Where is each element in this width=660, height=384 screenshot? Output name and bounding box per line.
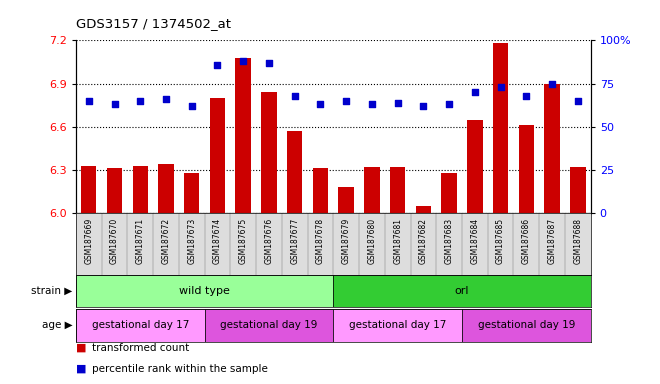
Text: strain ▶: strain ▶	[31, 286, 73, 296]
Text: GDS3157 / 1374502_at: GDS3157 / 1374502_at	[76, 17, 231, 30]
Point	[470, 89, 480, 95]
Bar	[339, 187, 354, 213]
Text: ■: ■	[76, 364, 86, 374]
Point	[290, 93, 300, 99]
Text: GSM187670: GSM187670	[110, 218, 119, 264]
Bar	[333, 275, 591, 307]
Point	[135, 98, 146, 104]
Bar	[313, 169, 328, 213]
Text: GSM187688: GSM187688	[574, 218, 582, 264]
Point	[264, 60, 275, 66]
Point	[547, 81, 558, 87]
Text: GSM187676: GSM187676	[265, 218, 273, 264]
Text: transformed count: transformed count	[92, 343, 189, 353]
Point	[315, 101, 326, 107]
Point	[213, 61, 223, 68]
Text: gestational day 19: gestational day 19	[478, 320, 575, 331]
Bar	[107, 169, 122, 213]
Text: GSM187675: GSM187675	[239, 218, 248, 264]
Text: ■: ■	[76, 343, 86, 353]
Text: GSM187672: GSM187672	[162, 218, 170, 264]
Text: GSM187680: GSM187680	[368, 218, 376, 264]
Text: GSM187684: GSM187684	[471, 218, 479, 264]
Text: gestational day 17: gestational day 17	[349, 320, 446, 331]
Bar	[364, 167, 380, 213]
Bar	[76, 309, 205, 342]
Text: GSM187679: GSM187679	[342, 218, 350, 264]
Point	[444, 101, 455, 107]
Bar	[76, 275, 333, 307]
Bar	[416, 206, 431, 213]
Text: GSM187677: GSM187677	[290, 218, 299, 264]
Bar	[133, 166, 148, 213]
Text: gestational day 19: gestational day 19	[220, 320, 317, 331]
Text: orl: orl	[455, 286, 469, 296]
Text: wild type: wild type	[179, 286, 230, 296]
Text: GSM187681: GSM187681	[393, 218, 402, 264]
Bar	[184, 173, 199, 213]
Point	[341, 98, 352, 104]
Text: GSM187669: GSM187669	[84, 218, 93, 264]
Point	[573, 98, 583, 104]
Point	[161, 96, 172, 102]
Bar	[158, 164, 174, 213]
Bar	[205, 309, 333, 342]
Text: GSM187683: GSM187683	[445, 218, 453, 264]
Text: GSM187685: GSM187685	[496, 218, 505, 264]
Text: GSM187678: GSM187678	[316, 218, 325, 264]
Bar	[333, 309, 462, 342]
Bar	[236, 58, 251, 213]
Bar	[287, 131, 302, 213]
Text: GSM187682: GSM187682	[419, 218, 428, 264]
Bar	[544, 84, 560, 213]
Text: GSM187673: GSM187673	[187, 218, 196, 264]
Bar	[210, 98, 225, 213]
Point	[238, 58, 249, 64]
Bar	[570, 167, 585, 213]
Point	[496, 84, 506, 90]
Point	[418, 103, 429, 109]
Bar	[519, 125, 534, 213]
Point	[521, 93, 532, 99]
Point	[393, 99, 403, 106]
Text: percentile rank within the sample: percentile rank within the sample	[92, 364, 268, 374]
Point	[110, 101, 120, 107]
Bar	[390, 167, 405, 213]
Bar	[462, 309, 591, 342]
Point	[187, 103, 197, 109]
Point	[83, 98, 94, 104]
Text: gestational day 17: gestational day 17	[92, 320, 189, 331]
Bar	[493, 43, 508, 213]
Bar	[467, 119, 482, 213]
Point	[367, 101, 378, 107]
Bar	[442, 173, 457, 213]
Text: GSM187674: GSM187674	[213, 218, 222, 264]
Text: GSM187671: GSM187671	[136, 218, 145, 264]
Text: GSM187687: GSM187687	[548, 218, 556, 264]
Text: age ▶: age ▶	[42, 320, 73, 331]
Text: GSM187686: GSM187686	[522, 218, 531, 264]
Bar	[261, 92, 277, 213]
Bar	[81, 166, 96, 213]
